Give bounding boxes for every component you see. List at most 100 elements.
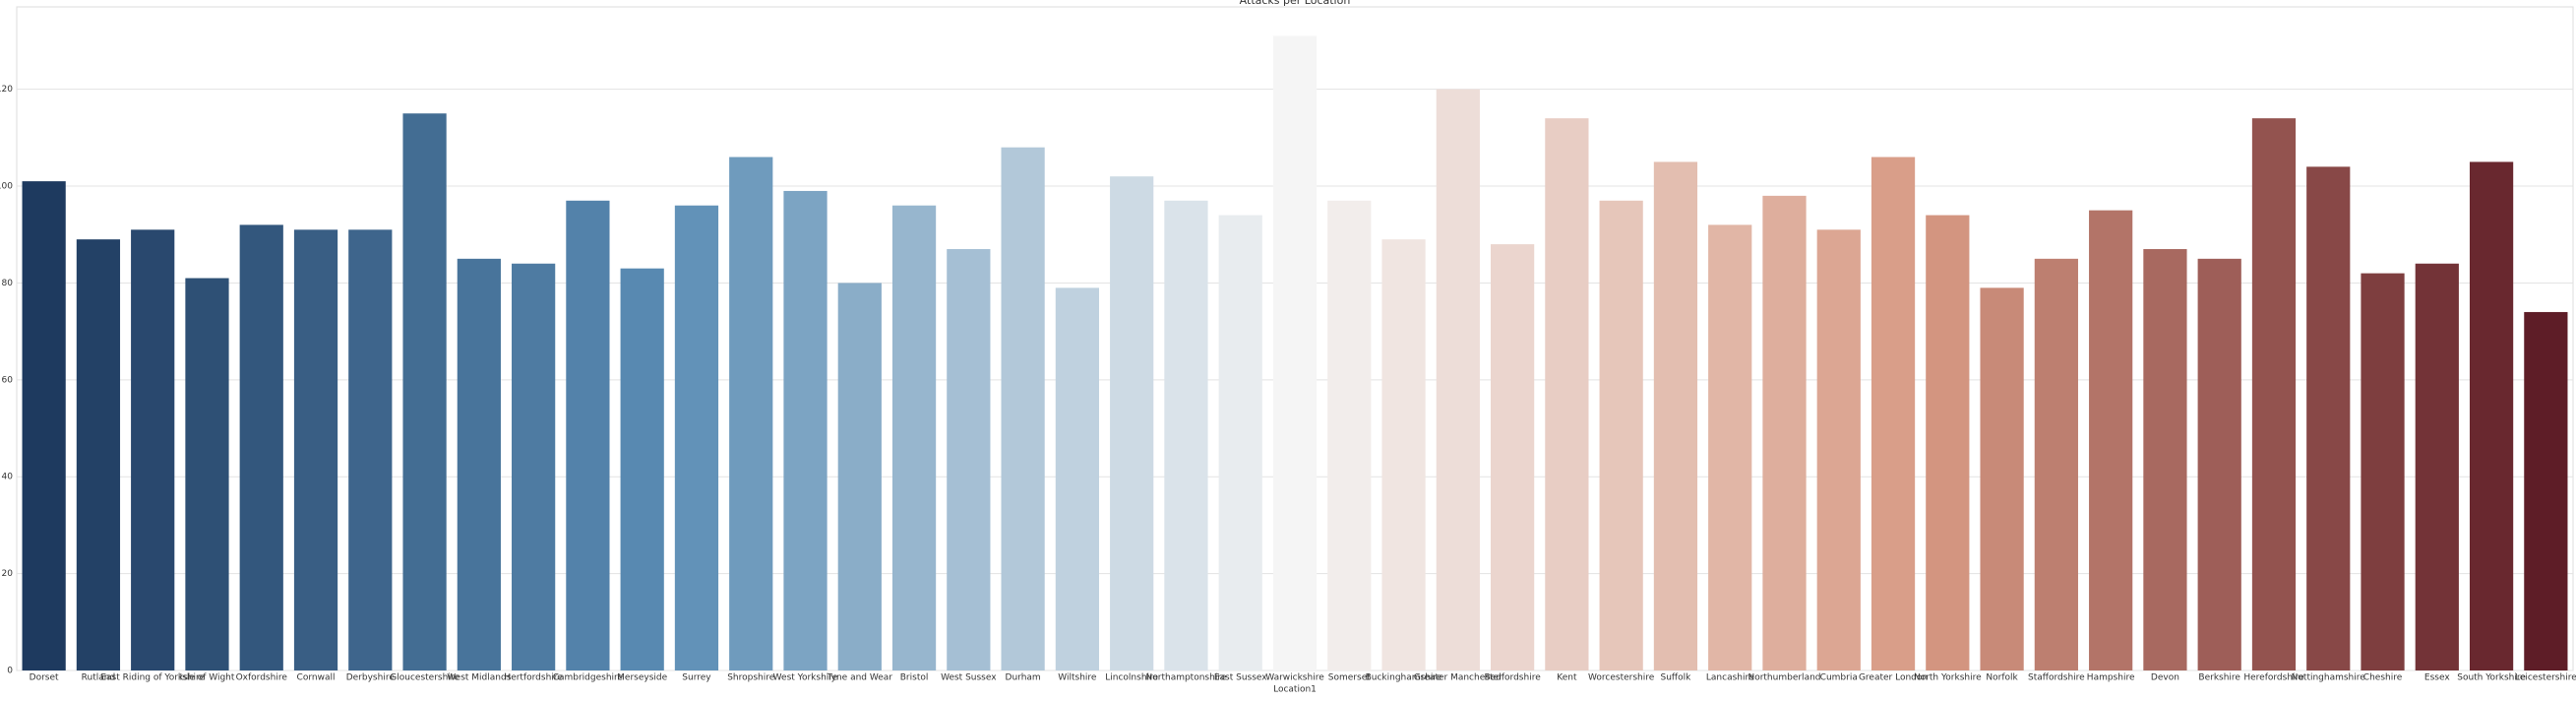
bar xyxy=(1816,229,1861,670)
x-tick-label: East Riding of Yorkshire xyxy=(100,673,205,683)
x-tick-label: Durham xyxy=(1006,673,1041,683)
x-tick-label: North Yorkshire xyxy=(1914,673,1982,683)
x-tick-label: West Sussex xyxy=(941,673,997,683)
x-tick-label: Cornwall xyxy=(297,673,336,683)
bar xyxy=(1980,287,2024,670)
bar xyxy=(1762,195,1807,671)
bar xyxy=(2089,210,2133,670)
x-tick-label: Cumbria xyxy=(1820,673,1858,683)
bar xyxy=(2524,311,2568,670)
bar xyxy=(1055,287,1100,670)
x-tick-label: Gloucestershire xyxy=(390,673,460,683)
bar xyxy=(402,113,447,670)
x-tick-label: Leicestershire xyxy=(2515,673,2576,683)
x-tick-label: Worcestershire xyxy=(1588,673,1655,683)
bar xyxy=(512,263,556,670)
x-tick-label: Shropshire xyxy=(727,673,775,683)
bar xyxy=(891,205,937,671)
x-tick-label: Oxfordshire xyxy=(236,673,288,683)
x-tick-label: Northumberland xyxy=(1748,673,1820,683)
x-tick-label: Merseyside xyxy=(617,673,667,683)
x-tick-label: West Midlands xyxy=(447,673,511,683)
bar xyxy=(131,229,175,670)
bar xyxy=(1001,147,1045,671)
y-tick-label: 100 xyxy=(0,182,13,192)
chart-title: Attacks per Location xyxy=(1240,0,1351,7)
bar xyxy=(1327,200,1372,670)
x-tick-label: Rutland xyxy=(82,673,116,683)
bar xyxy=(1926,215,1970,671)
x-tick-label: Greater Manchester xyxy=(1414,673,1503,683)
x-tick-label: West Yorkshire xyxy=(773,673,838,683)
x-tick-label: Somerset xyxy=(1328,673,1371,683)
x-tick-label: Greater London xyxy=(1859,673,1928,683)
y-tick-label: 40 xyxy=(2,473,14,482)
x-tick-label: Lincolnshire xyxy=(1105,673,1158,683)
x-tick-label: Hampshire xyxy=(2087,673,2135,683)
bar xyxy=(674,205,719,671)
y-tick-label: 0 xyxy=(7,667,13,676)
y-tick-label: 80 xyxy=(2,279,14,288)
y-tick-label: 60 xyxy=(2,375,14,385)
x-tick-label: Wiltshire xyxy=(1058,673,1097,683)
x-tick-label: Buckinghamshire xyxy=(1366,673,1442,683)
bar xyxy=(1381,239,1426,670)
x-tick-label: Herefordshire xyxy=(2243,673,2304,683)
bar xyxy=(2197,258,2241,670)
x-tick-label: Kent xyxy=(1557,673,1577,683)
bar xyxy=(2251,118,2297,671)
x-tick-label: Dorset xyxy=(30,673,59,683)
bar xyxy=(76,239,121,670)
x-tick-label: Northamptonshire xyxy=(1146,673,1227,683)
bar xyxy=(837,283,882,670)
bar xyxy=(1545,118,1589,671)
x-tick-label: Cheshire xyxy=(2363,673,2403,683)
y-tick-label: 120 xyxy=(0,85,13,95)
bar xyxy=(22,181,66,670)
x-axis-label: Location1 xyxy=(1273,685,1317,695)
x-tick-label: Nottinghamshire xyxy=(2292,673,2366,683)
bar xyxy=(348,229,393,670)
x-tick-label: Warwickshire xyxy=(1265,673,1324,683)
x-tick-label: Derbyshire xyxy=(346,673,396,683)
bar xyxy=(783,190,828,670)
bar xyxy=(1871,157,1916,670)
x-tick-label: Hertfordshire xyxy=(504,673,563,683)
x-tick-label: Bedfordshire xyxy=(1484,673,1541,683)
bar xyxy=(566,200,610,670)
bar xyxy=(729,157,773,670)
x-tick-label: Norfolk xyxy=(1986,673,2018,683)
bar xyxy=(2034,258,2078,670)
bar xyxy=(185,278,229,670)
bar xyxy=(1490,244,1535,671)
bar xyxy=(293,229,338,670)
bar xyxy=(947,248,991,670)
x-tick-label: Staffordshire xyxy=(2028,673,2085,683)
x-tick-label: Bristol xyxy=(900,673,929,683)
bar xyxy=(1164,200,1208,670)
x-tick-label: Cambridgeshire xyxy=(553,673,624,683)
bar xyxy=(1218,215,1262,671)
x-tick-label: East Sussex xyxy=(1214,673,1267,683)
x-tick-label: Essex xyxy=(2424,673,2450,683)
bar xyxy=(1599,200,1643,670)
bar xyxy=(1708,224,1752,671)
bar xyxy=(239,224,283,671)
x-tick-label: Isle of Wight xyxy=(179,673,234,683)
bar xyxy=(2361,273,2405,670)
bar xyxy=(1653,161,1698,670)
bar xyxy=(1272,35,1318,670)
bar xyxy=(2469,161,2514,670)
bar xyxy=(457,258,501,670)
bar xyxy=(2143,248,2187,670)
x-tick-label: Surrey xyxy=(682,673,711,683)
x-tick-label: Lancashire xyxy=(1706,673,1754,683)
bar xyxy=(620,268,664,670)
bar xyxy=(2415,263,2459,670)
y-tick-label: 20 xyxy=(2,569,14,579)
bar xyxy=(1110,176,1154,671)
bar xyxy=(1436,89,1480,671)
x-tick-label: Devon xyxy=(2151,673,2179,683)
bar xyxy=(2306,166,2351,670)
